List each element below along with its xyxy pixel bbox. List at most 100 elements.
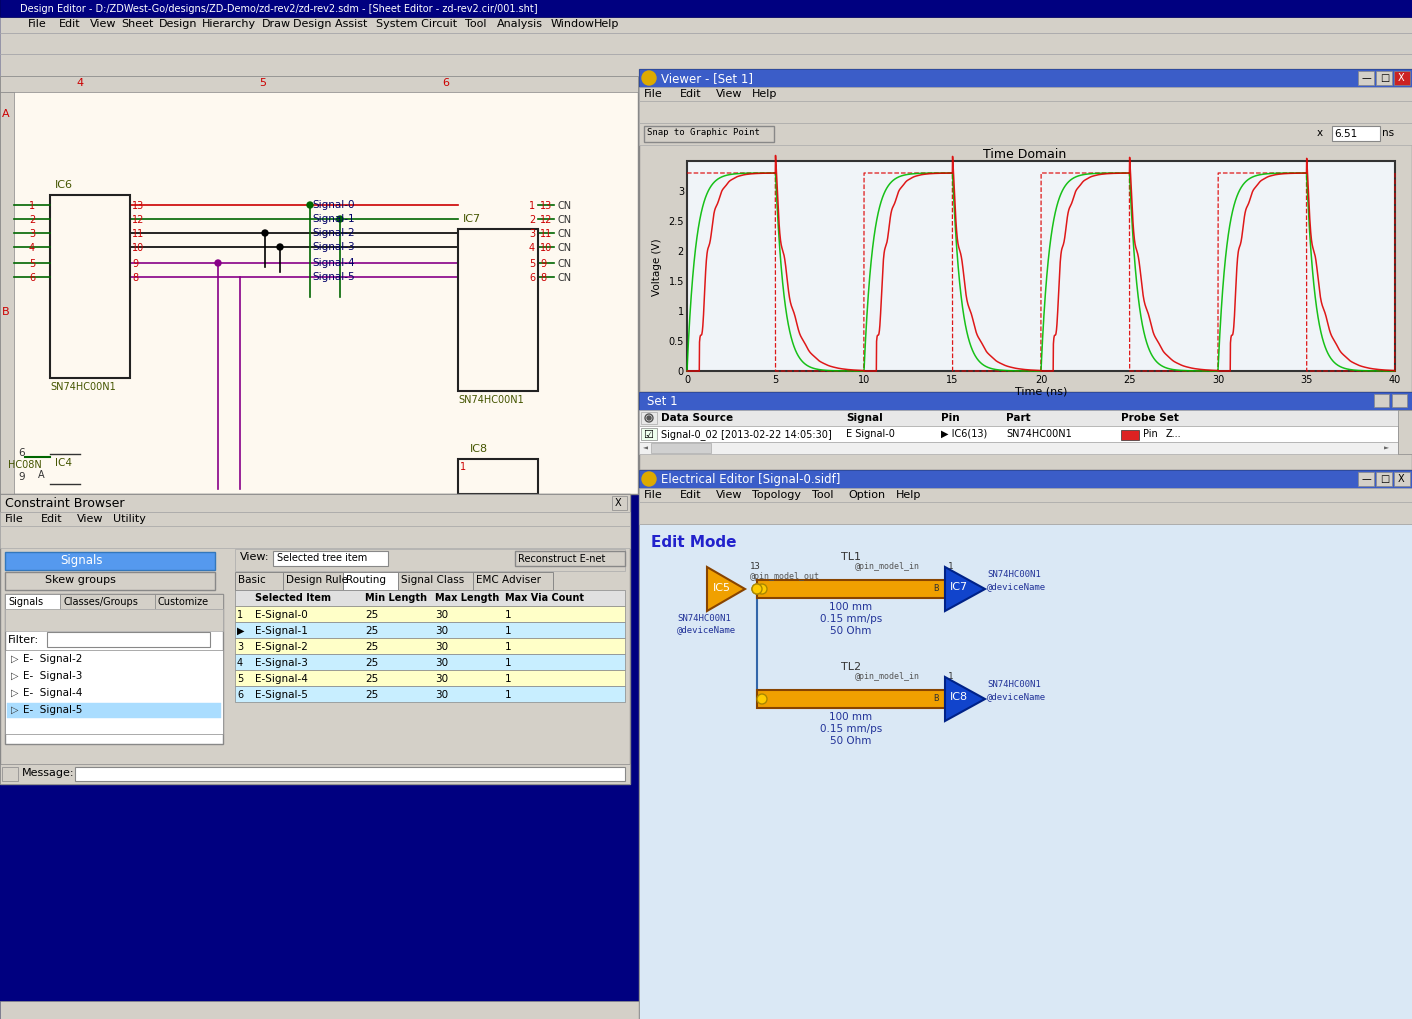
Bar bbox=[234, 590, 626, 606]
Bar bbox=[640, 102, 1412, 124]
Text: —: — bbox=[1363, 474, 1371, 484]
Text: System Circuit: System Circuit bbox=[376, 19, 457, 29]
Text: Skew groups: Skew groups bbox=[45, 575, 116, 585]
Text: 13: 13 bbox=[539, 201, 552, 211]
Bar bbox=[1377, 473, 1392, 486]
Bar bbox=[0, 0, 1412, 18]
Text: TL2: TL2 bbox=[842, 661, 861, 672]
Bar bbox=[1, 767, 18, 782]
Bar bbox=[640, 392, 1412, 411]
Text: SN74HC00N1: SN74HC00N1 bbox=[987, 680, 1041, 688]
Bar bbox=[6, 594, 223, 744]
Text: IC4: IC4 bbox=[55, 458, 72, 468]
Text: 4: 4 bbox=[530, 243, 535, 253]
Text: 1: 1 bbox=[505, 689, 511, 699]
Text: Reconstruct E-net: Reconstruct E-net bbox=[518, 553, 606, 564]
Bar bbox=[640, 488, 1412, 502]
Text: 20: 20 bbox=[1035, 375, 1048, 384]
Text: E-  Signal-5: E- Signal-5 bbox=[23, 704, 82, 714]
Text: Edit: Edit bbox=[59, 19, 80, 29]
Text: 25: 25 bbox=[364, 641, 378, 651]
Text: ▶ IC6(13): ▶ IC6(13) bbox=[940, 429, 987, 438]
Text: 25: 25 bbox=[364, 689, 378, 699]
Bar bbox=[0, 76, 638, 494]
Bar bbox=[1332, 127, 1380, 142]
Text: E-Signal-5: E-Signal-5 bbox=[256, 689, 308, 699]
Bar bbox=[640, 427, 1398, 442]
Circle shape bbox=[277, 245, 282, 251]
Bar bbox=[640, 471, 1412, 488]
Text: 30: 30 bbox=[435, 674, 448, 684]
Bar bbox=[75, 767, 626, 782]
Bar bbox=[0, 527, 630, 548]
Text: @deviceName: @deviceName bbox=[987, 582, 1046, 590]
Text: 100 mm: 100 mm bbox=[829, 601, 873, 611]
Text: ◄: ◄ bbox=[642, 443, 648, 452]
Text: CN: CN bbox=[558, 229, 572, 238]
Text: A: A bbox=[760, 693, 765, 702]
Bar bbox=[473, 573, 554, 590]
Circle shape bbox=[263, 230, 268, 236]
Text: 5: 5 bbox=[28, 259, 35, 269]
Text: Edit: Edit bbox=[681, 89, 702, 99]
Bar bbox=[457, 460, 538, 494]
Text: IC7: IC7 bbox=[463, 214, 481, 224]
Bar bbox=[1358, 473, 1374, 486]
Text: B: B bbox=[1, 307, 10, 317]
Text: Signal: Signal bbox=[846, 413, 882, 423]
Text: 25: 25 bbox=[364, 657, 378, 667]
Text: 30: 30 bbox=[435, 626, 448, 636]
Text: X: X bbox=[1398, 474, 1405, 484]
Text: 100 mm: 100 mm bbox=[829, 711, 873, 721]
Text: Edit: Edit bbox=[41, 514, 62, 524]
Text: B: B bbox=[933, 584, 939, 592]
Text: Selected Item: Selected Item bbox=[256, 592, 330, 602]
Text: E-  Signal-2: E- Signal-2 bbox=[23, 653, 82, 663]
Bar bbox=[1394, 72, 1411, 86]
Bar bbox=[47, 633, 210, 647]
Text: ☑: ☑ bbox=[642, 430, 652, 439]
Text: □: □ bbox=[1380, 474, 1389, 484]
Text: 0.15 mm/ps: 0.15 mm/ps bbox=[820, 723, 882, 734]
Text: 2.5: 2.5 bbox=[668, 217, 683, 227]
Text: @deviceName: @deviceName bbox=[676, 625, 736, 634]
Text: 1: 1 bbox=[505, 674, 511, 684]
Text: Signal-2: Signal-2 bbox=[312, 228, 354, 237]
Text: 25: 25 bbox=[1124, 375, 1135, 384]
Bar bbox=[234, 687, 626, 702]
Text: Tool: Tool bbox=[466, 19, 487, 29]
Bar bbox=[343, 573, 398, 590]
Text: 1: 1 bbox=[460, 462, 466, 472]
Text: Signals: Signals bbox=[8, 596, 44, 606]
Text: Help: Help bbox=[897, 489, 922, 499]
Text: 4: 4 bbox=[237, 657, 243, 667]
Text: A: A bbox=[38, 470, 45, 480]
Text: x: x bbox=[1317, 127, 1323, 138]
Text: IC6: IC6 bbox=[55, 179, 73, 190]
Bar bbox=[398, 573, 473, 590]
Text: Max Via Count: Max Via Count bbox=[505, 592, 585, 602]
Bar bbox=[651, 443, 712, 453]
Text: Design Rule: Design Rule bbox=[287, 575, 347, 585]
Text: 13: 13 bbox=[750, 561, 761, 571]
Text: View: View bbox=[90, 19, 117, 29]
Text: View: View bbox=[716, 489, 743, 499]
Text: 9: 9 bbox=[539, 259, 546, 269]
Text: 4: 4 bbox=[76, 77, 83, 88]
Text: □: □ bbox=[1380, 73, 1389, 83]
Text: Filter:: Filter: bbox=[8, 635, 40, 644]
Text: 6: 6 bbox=[237, 689, 243, 699]
Text: B: B bbox=[933, 693, 939, 702]
Text: Snap to Graphic Point: Snap to Graphic Point bbox=[647, 127, 760, 137]
Text: Hierarchy: Hierarchy bbox=[202, 19, 256, 29]
Text: E-Signal-0: E-Signal-0 bbox=[256, 609, 308, 620]
Text: ▷: ▷ bbox=[11, 704, 18, 714]
Polygon shape bbox=[945, 678, 986, 721]
Bar bbox=[1394, 473, 1411, 486]
Text: Time Domain: Time Domain bbox=[983, 148, 1066, 161]
Text: 3: 3 bbox=[530, 229, 535, 238]
Bar bbox=[0, 513, 630, 527]
Text: Voltage (V): Voltage (V) bbox=[652, 238, 662, 296]
Text: E-  Signal-4: E- Signal-4 bbox=[23, 688, 82, 697]
Text: Utility: Utility bbox=[113, 514, 145, 524]
